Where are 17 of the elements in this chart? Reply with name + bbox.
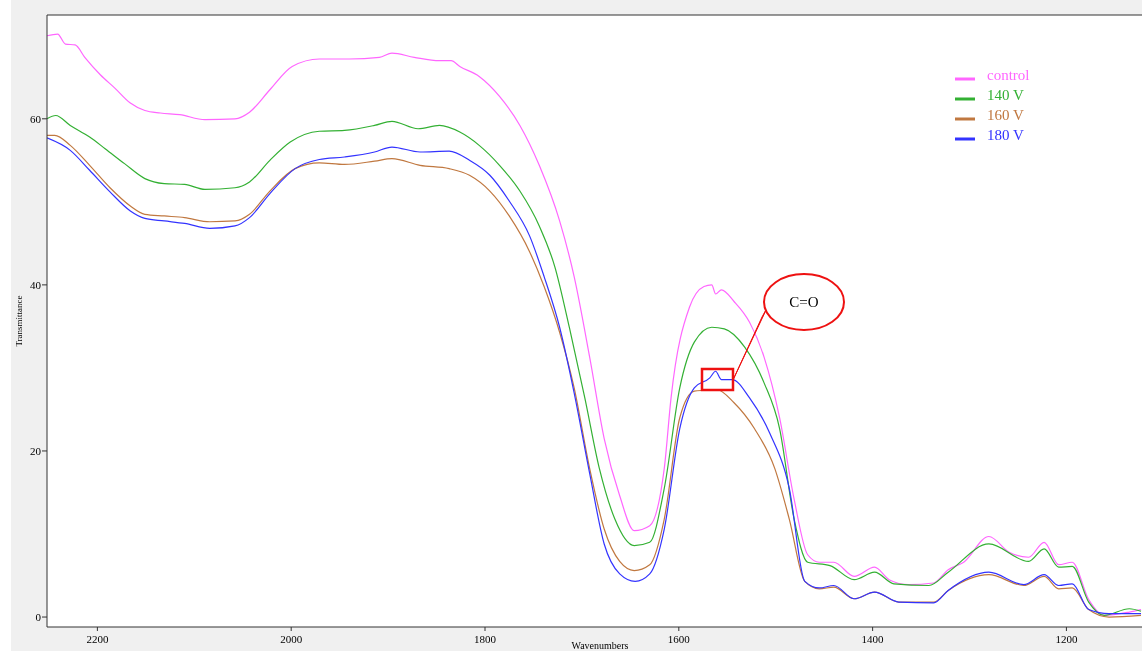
x-tick-label: 1600 xyxy=(667,633,691,645)
y-tick-label: 40 xyxy=(30,278,42,291)
y-tick-label: 60 xyxy=(30,112,42,125)
legend-label: 160 V xyxy=(987,107,1024,124)
x-axis-title: Wavenumbers xyxy=(571,640,629,651)
y-tick-label: 20 xyxy=(30,444,42,457)
legend-label: 180 V xyxy=(987,127,1024,144)
legend-label: control xyxy=(987,67,1030,84)
x-tick-label: 1400 xyxy=(861,633,885,645)
x-tick-label: 1200 xyxy=(1055,633,1078,645)
y-tick-label: 0 xyxy=(35,610,42,623)
y-axis-title: Transmittance xyxy=(14,295,24,347)
x-tick-label: 1800 xyxy=(474,633,497,645)
x-tick-label: 2200 xyxy=(86,633,109,645)
legend-label: 140 V xyxy=(987,87,1024,104)
annotation: C=O xyxy=(789,294,819,311)
x-tick-label: 2000 xyxy=(280,633,303,645)
